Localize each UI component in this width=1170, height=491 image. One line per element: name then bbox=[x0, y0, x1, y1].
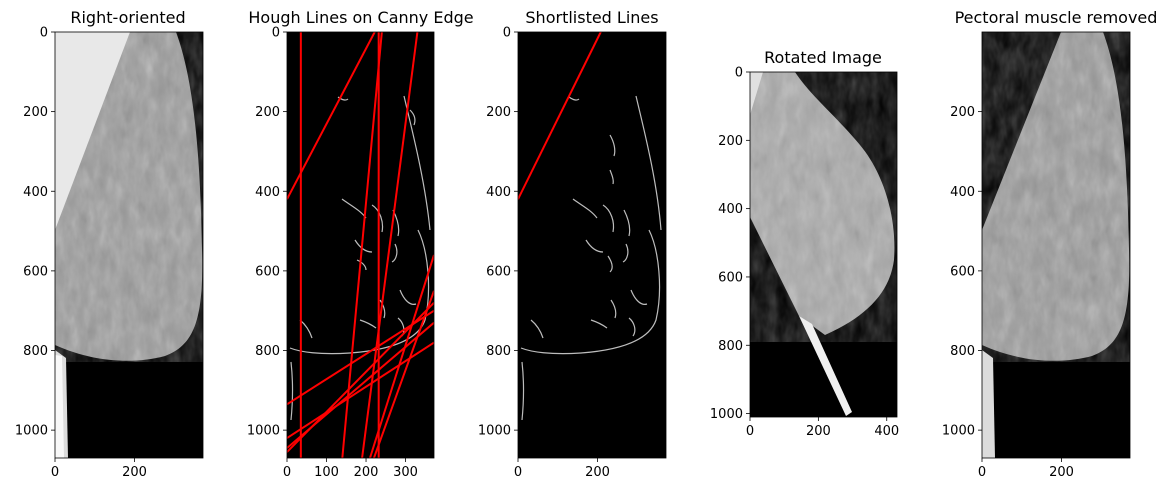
ytick-label: 0 bbox=[272, 26, 280, 41]
ytick-label: 0 bbox=[735, 66, 743, 81]
ytick-label: 400 bbox=[718, 202, 743, 217]
ytick-label: 200 bbox=[950, 105, 975, 120]
xtick-label: 200 bbox=[585, 465, 610, 480]
ytick-label: 600 bbox=[950, 264, 975, 279]
ytick-label: 1000 bbox=[478, 424, 511, 439]
shortlisted-lines-group bbox=[518, 32, 602, 200]
xtick-label: 200 bbox=[806, 424, 831, 439]
shortlisted-line bbox=[518, 32, 602, 200]
ytick-label: 600 bbox=[718, 270, 743, 285]
ytick-label: 200 bbox=[23, 105, 48, 120]
panel-right-oriented bbox=[54, 31, 204, 459]
xtick-label: 0 bbox=[746, 424, 754, 439]
ytick-label: 400 bbox=[255, 185, 280, 200]
ytick-label: 800 bbox=[950, 344, 975, 359]
panel-title-shortlisted-lines: Shortlisted Lines bbox=[525, 8, 659, 27]
ytick-label: 200 bbox=[486, 105, 511, 120]
hough-line bbox=[341, 32, 383, 458]
xtick-label: 400 bbox=[874, 424, 899, 439]
panel-title-rotated-image: Rotated Image bbox=[764, 48, 882, 67]
ytick-label: 0 bbox=[503, 26, 511, 41]
xtick-label: 0 bbox=[51, 465, 59, 480]
ytick-label: 600 bbox=[255, 264, 280, 279]
xtick-label: 0 bbox=[283, 465, 291, 480]
ytick-label: 1000 bbox=[247, 424, 280, 439]
xtick-label: 100 bbox=[314, 465, 339, 480]
ytick-label: 0 bbox=[40, 26, 48, 41]
ytick-label: 1000 bbox=[942, 424, 975, 439]
ytick-label: 400 bbox=[23, 185, 48, 200]
hough-line bbox=[372, 290, 434, 458]
ytick-label: 600 bbox=[23, 264, 48, 279]
hough-line bbox=[287, 32, 376, 200]
hough-line bbox=[287, 321, 434, 449]
hough-lines-group bbox=[287, 32, 434, 458]
ytick-label: 800 bbox=[718, 339, 743, 354]
panel-pectoral-removed bbox=[981, 31, 1131, 459]
xtick-label: 0 bbox=[514, 465, 522, 480]
ytick-label: 200 bbox=[718, 134, 743, 149]
ytick-label: 400 bbox=[950, 185, 975, 200]
xtick-label: 200 bbox=[122, 465, 147, 480]
ytick-label: 800 bbox=[486, 344, 511, 359]
panel-shortlisted-lines bbox=[517, 31, 667, 459]
xtick-label: 0 bbox=[978, 465, 986, 480]
canny-edges-2 bbox=[520, 95, 662, 421]
ytick-label: 1000 bbox=[710, 407, 743, 422]
canny-edge-map-image bbox=[287, 32, 434, 458]
ytick-label: 800 bbox=[23, 344, 48, 359]
mammogram-rotated-image bbox=[750, 72, 897, 417]
mammogram-right-oriented-image bbox=[55, 32, 203, 458]
hough-line bbox=[369, 254, 434, 458]
mammogram-pectoral-removed-image bbox=[982, 32, 1130, 458]
panel-title-pectoral-removed: Pectoral muscle removed bbox=[954, 8, 1158, 27]
panel-title-right-oriented: Right-oriented bbox=[70, 8, 186, 27]
panel-hough-lines bbox=[286, 31, 435, 459]
ytick-label: 200 bbox=[255, 105, 280, 120]
ytick-label: 800 bbox=[255, 344, 280, 359]
hough-line bbox=[361, 32, 419, 458]
ytick-label: 400 bbox=[486, 185, 511, 200]
ytick-label: 1000 bbox=[15, 424, 48, 439]
panel-rotated-image bbox=[749, 71, 898, 418]
xtick-label: 200 bbox=[354, 465, 379, 480]
xtick-label: 200 bbox=[1049, 465, 1074, 480]
panel-title-hough-lines: Hough Lines on Canny Edge bbox=[248, 8, 474, 27]
canny-edge-map-image-2 bbox=[518, 32, 666, 458]
ytick-label: 600 bbox=[486, 264, 511, 279]
xtick-label: 300 bbox=[393, 465, 418, 480]
